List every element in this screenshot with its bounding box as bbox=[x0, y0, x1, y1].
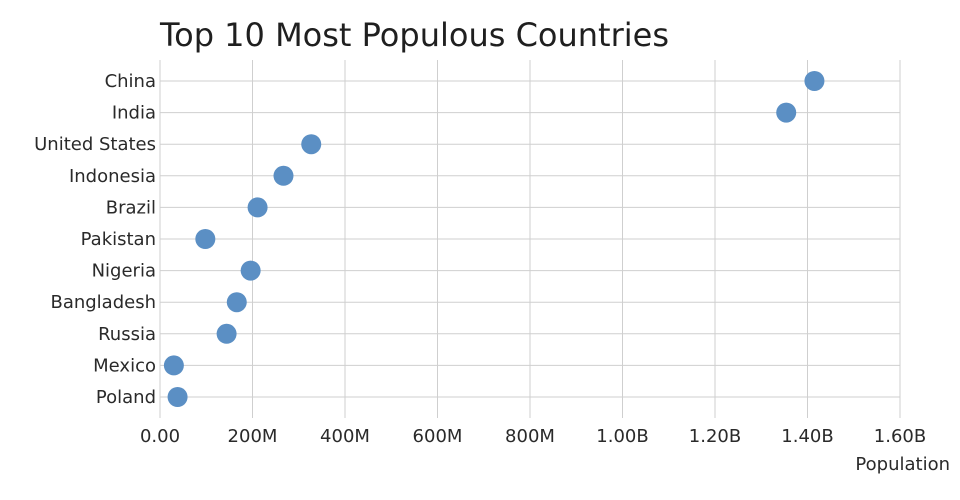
y-tick-label: United States bbox=[34, 134, 156, 155]
x-tick-label: 1.20B bbox=[689, 426, 741, 447]
y-tick-label: Mexico bbox=[93, 355, 156, 376]
x-axis-label: Population bbox=[855, 454, 950, 475]
data-point-indonesia bbox=[273, 165, 294, 186]
x-tick-label: 1.00B bbox=[596, 426, 648, 447]
data-point-mexico bbox=[163, 355, 184, 376]
x-tick-label: 0.00 bbox=[140, 426, 180, 447]
y-tick-label: India bbox=[112, 103, 156, 124]
data-point-pakistan bbox=[195, 229, 216, 249]
y-tick-label: Poland bbox=[96, 387, 156, 408]
data-points bbox=[163, 71, 825, 407]
data-point-nigeria bbox=[240, 260, 261, 281]
data-point-united-states bbox=[301, 134, 322, 155]
data-point-russia bbox=[216, 323, 237, 344]
x-tick-label: 200M bbox=[228, 426, 278, 447]
y-axis-tick-labels: China India United States Indonesia Brazil Pa… bbox=[34, 71, 156, 408]
x-tick-label: 600M bbox=[413, 426, 463, 447]
x-tick-label: 400M bbox=[320, 426, 370, 447]
x-tick-label: 800M bbox=[505, 426, 555, 447]
x-tick-label: 1.40B bbox=[781, 426, 833, 447]
x-tick-label: 1.60B bbox=[874, 426, 926, 447]
data-point-india bbox=[776, 102, 797, 123]
data-point-bangladesh bbox=[226, 292, 247, 313]
y-tick-label: Russia bbox=[98, 324, 156, 345]
y-tick-label: Brazil bbox=[106, 197, 156, 218]
y-tick-label: China bbox=[105, 71, 156, 92]
y-tick-label: Indonesia bbox=[69, 166, 156, 187]
y-tick-label: Pakistan bbox=[81, 229, 156, 250]
chart-title: Top 10 Most Populous Countries bbox=[160, 16, 669, 54]
x-axis-tick-labels: 0.00 200M 400M 600M 800M 1.00B 1.20B 1.40B 1.60B bbox=[140, 426, 926, 447]
data-point-poland bbox=[167, 387, 188, 407]
y-tick-label: Bangladesh bbox=[50, 292, 156, 313]
data-point-brazil bbox=[247, 197, 268, 218]
y-tick-label: Nigeria bbox=[92, 261, 156, 282]
data-point-china bbox=[804, 71, 825, 91]
